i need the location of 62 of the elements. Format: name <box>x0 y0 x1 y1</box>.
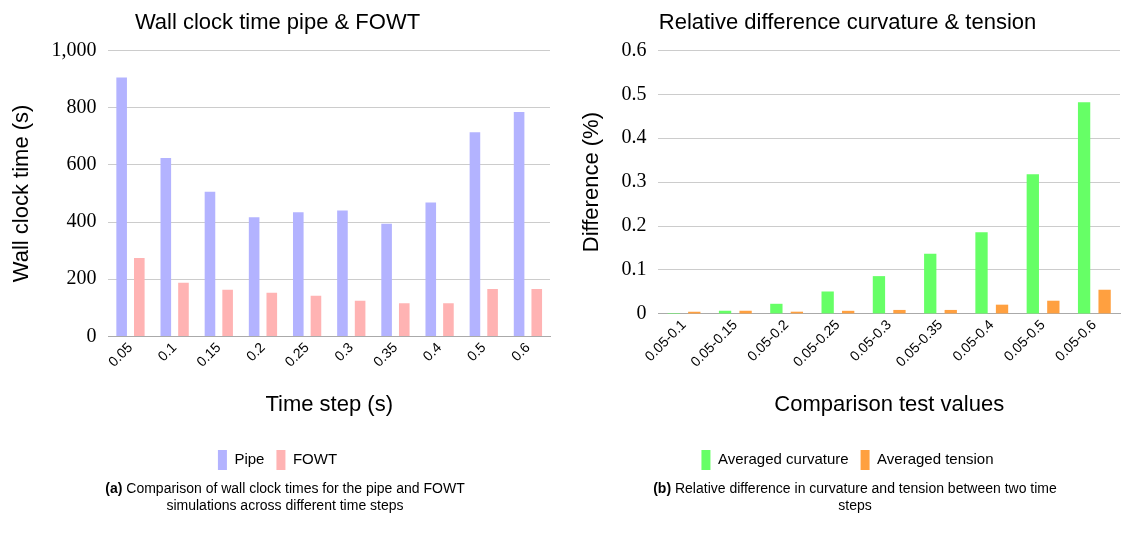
legend-label: FOWT <box>292 450 338 468</box>
bar <box>443 303 454 336</box>
bar <box>975 232 988 314</box>
legend-label: Averaged curvature <box>717 450 849 468</box>
y-tick-label: 0.2 <box>621 213 647 236</box>
bar <box>160 157 172 336</box>
y-tick-label: 0.3 <box>621 169 647 192</box>
bar <box>204 191 216 336</box>
bar <box>513 111 525 336</box>
bar <box>995 304 1009 314</box>
bar <box>178 282 189 336</box>
bar <box>1026 174 1039 314</box>
bar <box>770 303 783 314</box>
text: (a) Comparison of wall clock times for the pipe and FOWT simulations across different time steps <box>104 480 466 514</box>
x-axis-title: Time step (s) <box>265 390 393 416</box>
x-tick-label: 0.3 <box>331 338 357 365</box>
bar <box>398 303 410 336</box>
bar <box>381 223 392 336</box>
chart-title: Wall clock time pipe & FOWT <box>134 9 421 35</box>
bar <box>531 288 543 336</box>
bar <box>425 202 437 336</box>
x-tick-label: 0.5 <box>463 338 489 365</box>
bar <box>248 217 260 336</box>
y-tick-label: 0.5 <box>621 81 647 104</box>
y-tick-label: 0.1 <box>621 257 647 280</box>
y-tick-label: 0.6 <box>621 37 647 60</box>
bar <box>1098 289 1111 314</box>
bar <box>337 210 348 336</box>
x-tick-label: 0.6 <box>507 338 533 365</box>
chart-title: Relative difference curvature & tension <box>658 9 1037 35</box>
bar <box>469 132 481 336</box>
legend-label: Averaged tension <box>877 450 994 468</box>
bar <box>487 288 498 336</box>
legend-label: Pipe <box>234 450 265 468</box>
y-tick-label: 0 <box>636 301 647 324</box>
bar <box>893 309 906 314</box>
y-tick-label: 0 <box>86 323 97 346</box>
y-tick-label: 600 <box>66 152 97 175</box>
bar <box>116 77 127 336</box>
y-tick-label: 0.4 <box>621 125 647 148</box>
bar <box>821 291 834 314</box>
bar <box>924 253 937 314</box>
text: (b) Relative difference in curvature and tension between two time steps <box>652 480 1058 514</box>
y-tick-label: 400 <box>66 209 97 232</box>
bar <box>266 292 278 336</box>
y-axis-title: Difference (%) <box>578 112 604 253</box>
x-tick-label: 0.1 <box>154 338 180 365</box>
bar <box>872 276 886 314</box>
y-axis-title: Wall clock time (s) <box>8 104 34 283</box>
x-tick-label: 0.4 <box>419 338 445 365</box>
bar <box>1047 300 1060 314</box>
y-tick-label: 1,000 <box>51 37 97 60</box>
bar <box>292 212 304 336</box>
bar <box>310 295 322 336</box>
y-tick-label: 800 <box>66 94 97 117</box>
x-axis-title: Comparison test values <box>774 390 1005 416</box>
bar <box>1077 102 1091 314</box>
bar <box>134 258 145 336</box>
bar <box>354 300 366 336</box>
x-tick-label: 0.2 <box>242 338 268 365</box>
bar <box>222 289 233 336</box>
y-tick-label: 200 <box>66 266 97 289</box>
